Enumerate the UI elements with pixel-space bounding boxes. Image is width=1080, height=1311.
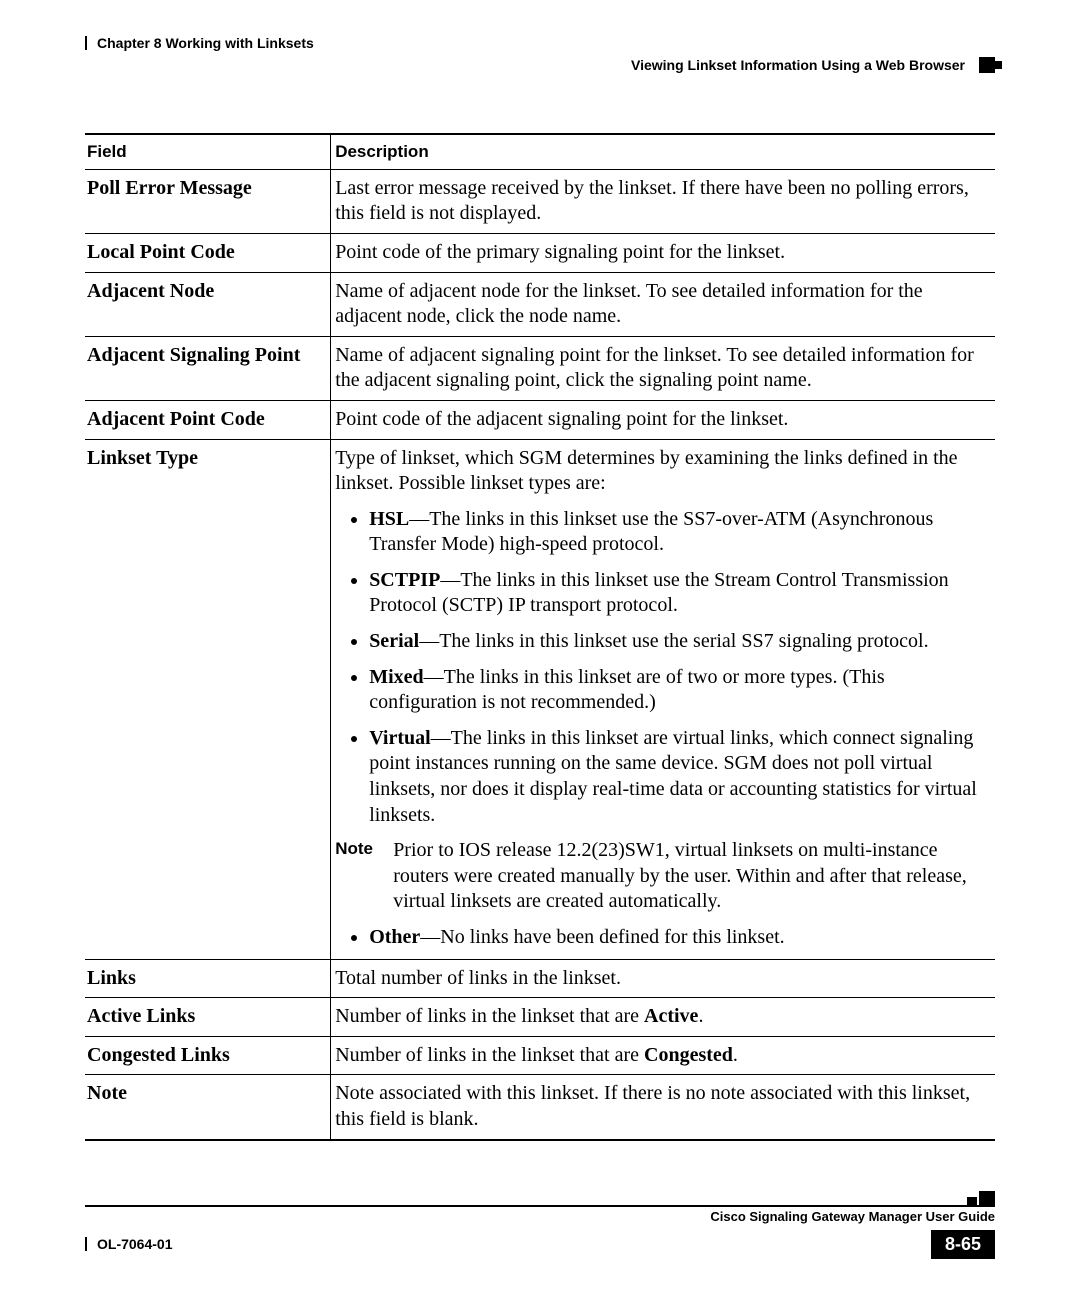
table-row: Active Links Number of links in the link… — [85, 998, 995, 1037]
table-row: Poll Error Message Last error message re… — [85, 169, 995, 233]
table-row: Adjacent Signaling Point Name of adjacen… — [85, 336, 995, 400]
field-label: Local Point Code — [87, 241, 235, 263]
field-label: Note — [87, 1082, 127, 1104]
col-field: Field — [85, 134, 331, 169]
list-item: HSL—The links in this linkset use the SS… — [369, 507, 987, 558]
field-label: Links — [87, 967, 136, 989]
header-mark-icon — [979, 57, 995, 73]
table-row: Linkset Type Type of linkset, which SGM … — [85, 439, 995, 959]
page-container: Chapter 8 Working with Linksets Viewing … — [0, 0, 1080, 1289]
running-header: Chapter 8 Working with Linksets — [85, 35, 995, 51]
field-description: Point code of the primary signaling poin… — [331, 233, 995, 272]
note-body: Prior to IOS release 12.2(23)SW1, virtua… — [393, 838, 987, 915]
field-description: Name of adjacent node for the linkset. T… — [331, 272, 995, 336]
field-label: Linkset Type — [87, 447, 198, 469]
linkset-type-list: HSL—The links in this linkset use the SS… — [335, 507, 987, 829]
table-row: Adjacent Node Name of adjacent node for … — [85, 272, 995, 336]
footer-rule — [85, 1191, 995, 1207]
section-header: Viewing Linkset Information Using a Web … — [85, 57, 995, 73]
field-description: Point code of the adjacent signaling poi… — [331, 400, 995, 439]
footer-doc-id: OL-7064-01 — [97, 1236, 172, 1252]
list-item: Mixed—The links in this linkset are of t… — [369, 665, 987, 716]
field-description-table: Field Description Poll Error Message Las… — [85, 133, 995, 1141]
footer-guide-title: Cisco Signaling Gateway Manager User Gui… — [710, 1209, 995, 1224]
field-label: Active Links — [87, 1005, 195, 1027]
field-description: Last error message received by the links… — [331, 169, 995, 233]
section-title: Viewing Linkset Information Using a Web … — [631, 57, 965, 73]
table-row: Links Total number of links in the links… — [85, 959, 995, 998]
field-label: Adjacent Node — [87, 280, 214, 302]
header-bar-icon — [85, 36, 87, 50]
linkset-type-list-2: Other—No links have been defined for thi… — [335, 925, 987, 951]
list-item: Virtual—The links in this linkset are vi… — [369, 726, 987, 828]
footer-bar-icon — [85, 1237, 87, 1251]
col-description: Description — [331, 134, 995, 169]
footer-rule-line — [85, 1205, 979, 1207]
note-label: Note — [335, 838, 393, 915]
note-block: Note Prior to IOS release 12.2(23)SW1, v… — [335, 838, 987, 915]
field-description: Number of links in the linkset that are … — [331, 998, 995, 1037]
table-row: Congested Links Number of links in the l… — [85, 1036, 995, 1075]
field-description: Note associated with this linkset. If th… — [331, 1075, 995, 1140]
page-footer: Cisco Signaling Gateway Manager User Gui… — [85, 1191, 995, 1259]
table-row: Local Point Code Point code of the prima… — [85, 233, 995, 272]
field-description: Name of adjacent signaling point for the… — [331, 336, 995, 400]
field-label: Poll Error Message — [87, 177, 252, 199]
footer-mark-icon — [979, 1191, 995, 1207]
field-description: Total number of links in the linkset. — [331, 959, 995, 998]
field-description: Number of links in the linkset that are … — [331, 1036, 995, 1075]
field-description: Type of linkset, which SGM determines by… — [331, 439, 995, 959]
list-item: Other—No links have been defined for thi… — [369, 925, 987, 951]
table-header-row: Field Description — [85, 134, 995, 169]
table-row: Adjacent Point Code Point code of the ad… — [85, 400, 995, 439]
table-row: Note Note associated with this linkset. … — [85, 1075, 995, 1140]
linkset-type-intro: Type of linkset, which SGM determines by… — [335, 447, 957, 495]
field-label: Adjacent Signaling Point — [87, 344, 300, 366]
field-label: Adjacent Point Code — [87, 408, 265, 430]
chapter-title: Chapter 8 Working with Linksets — [97, 35, 314, 51]
list-item: SCTPIP—The links in this linkset use the… — [369, 568, 987, 619]
list-item: Serial—The links in this linkset use the… — [369, 629, 987, 655]
page-number-badge: 8-65 — [931, 1230, 995, 1259]
field-label: Congested Links — [87, 1044, 230, 1066]
